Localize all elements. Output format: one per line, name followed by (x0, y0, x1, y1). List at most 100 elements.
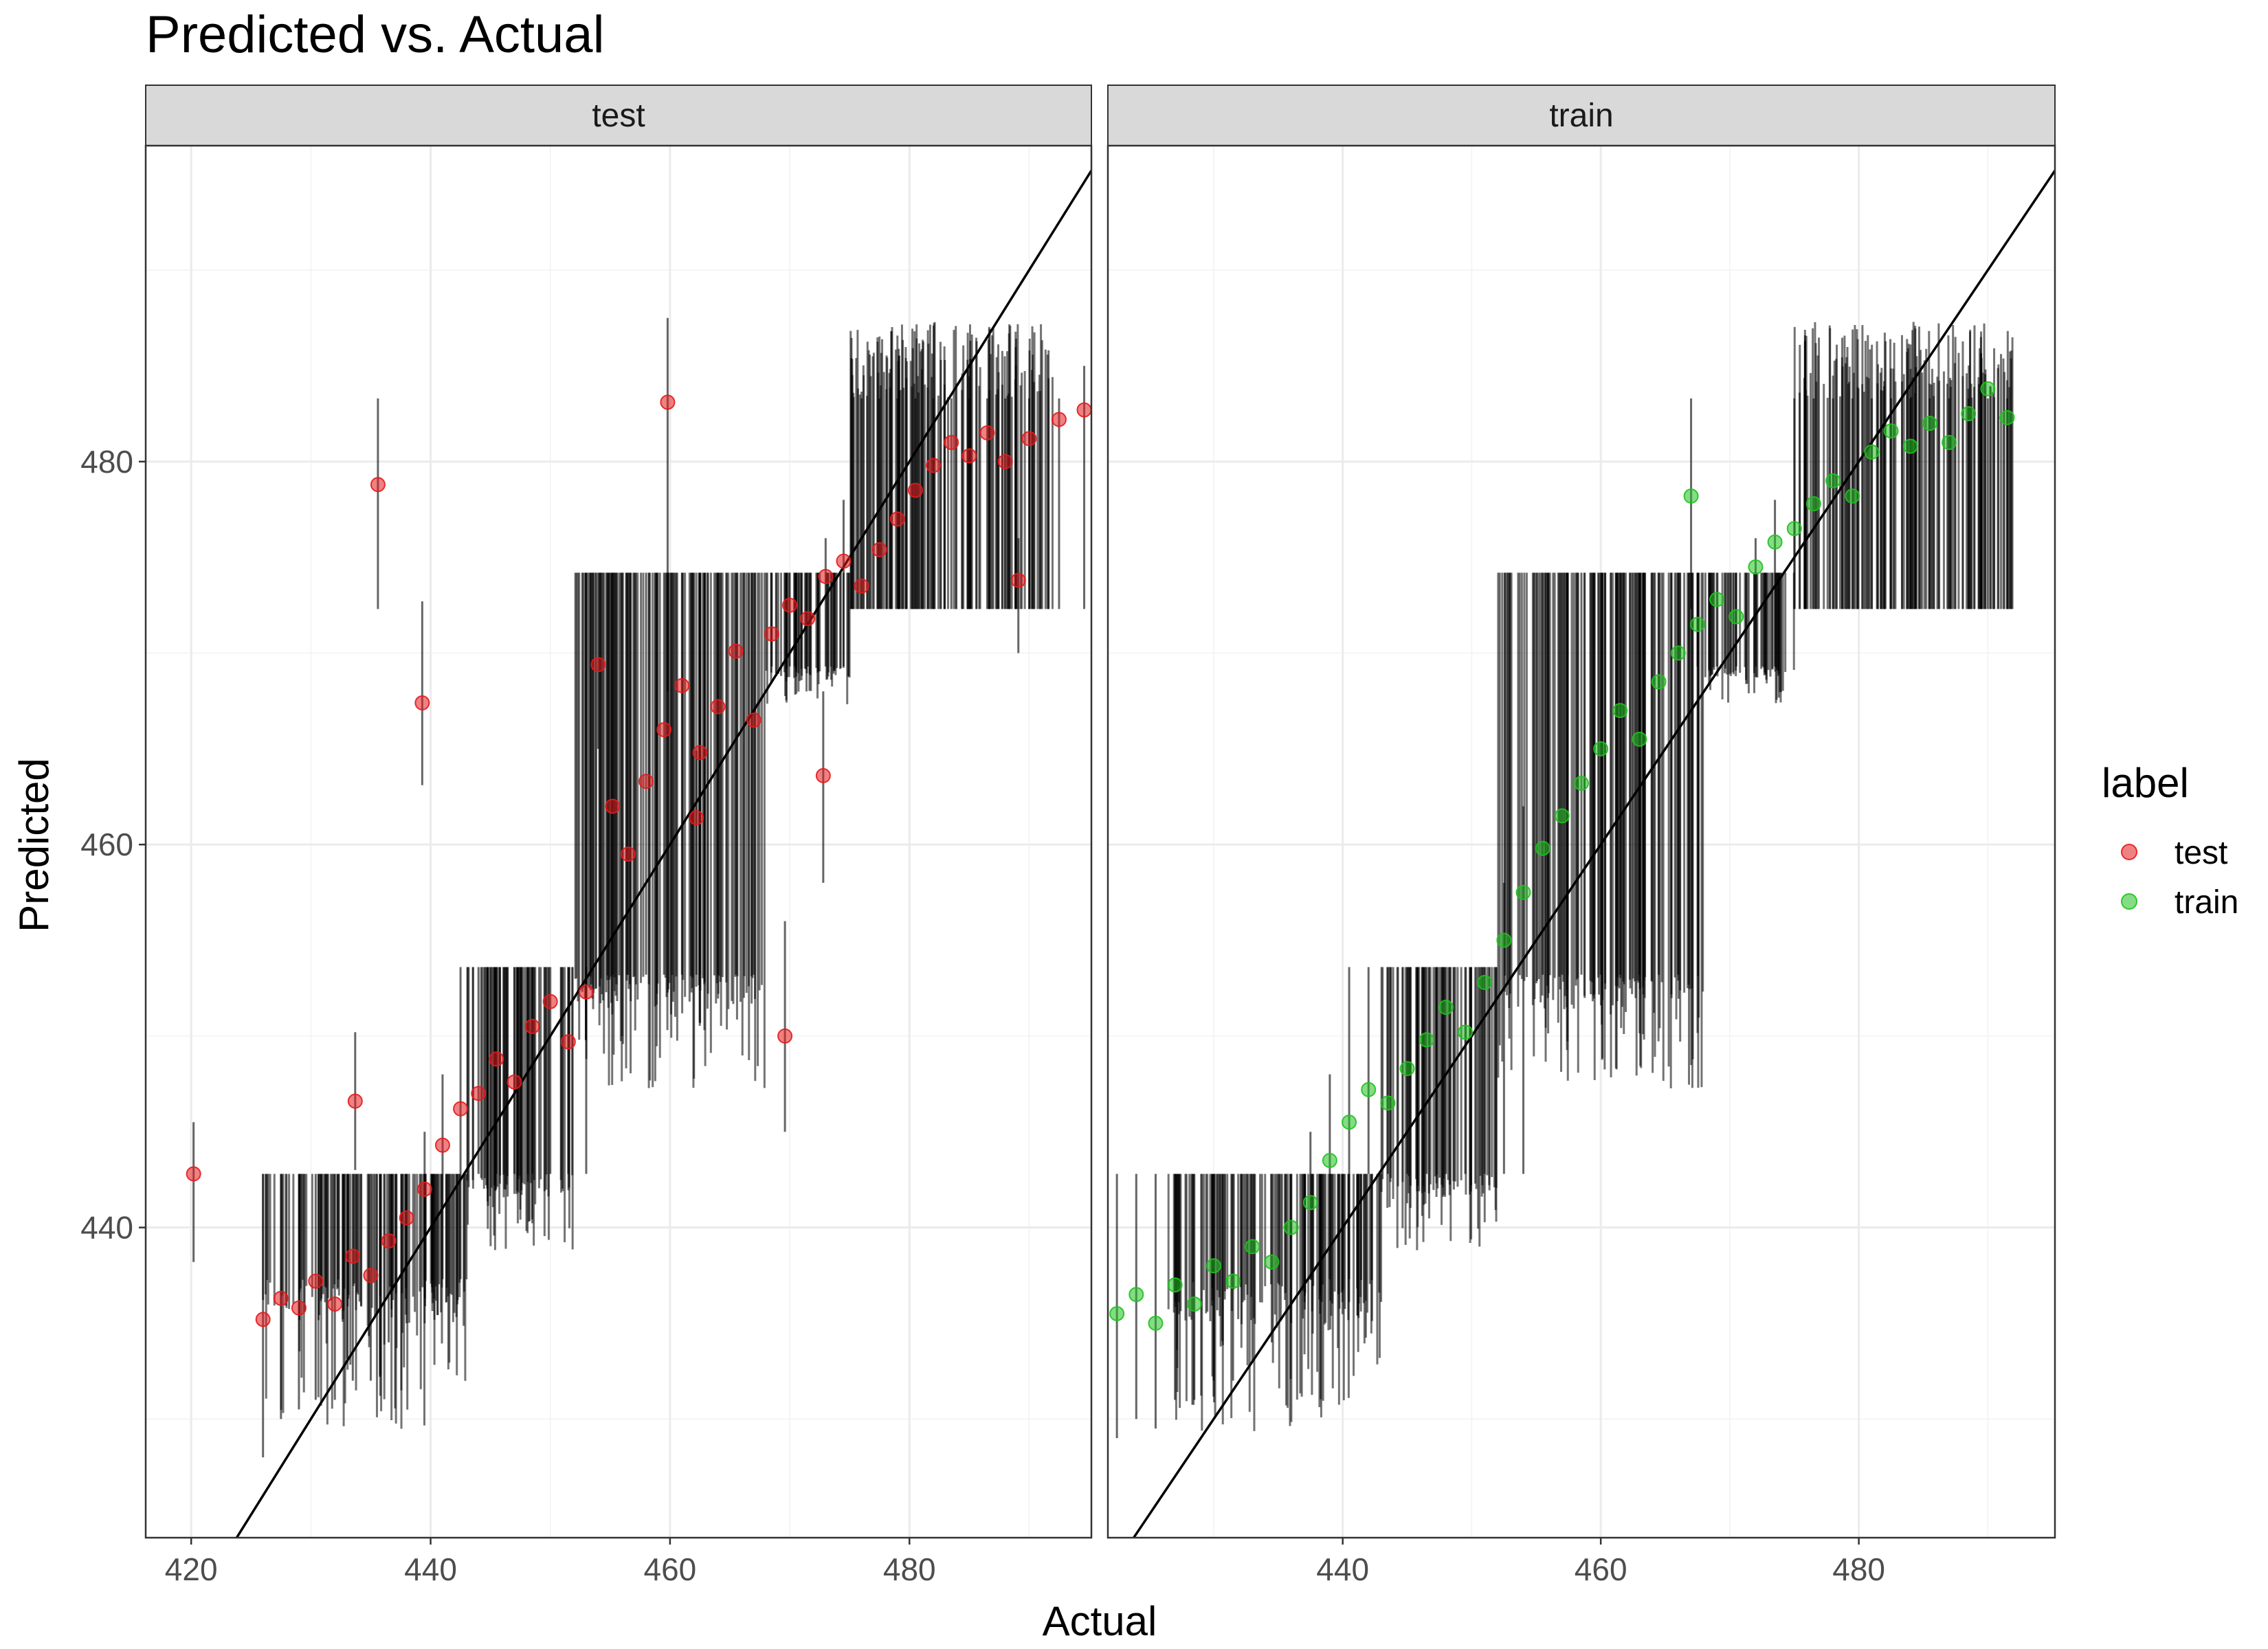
data-point (777, 1028, 793, 1044)
data-point (944, 434, 959, 450)
legend-label-train: train (2175, 884, 2238, 921)
y-tick-label: 440 (80, 1210, 133, 1246)
data-point (1021, 431, 1037, 447)
data-point (1283, 1220, 1299, 1235)
data-point (1632, 731, 1647, 747)
data-point (1205, 1258, 1221, 1274)
data-point (399, 1210, 414, 1226)
data-point (327, 1297, 343, 1312)
data-point (416, 1181, 432, 1197)
legend-key-test (2121, 844, 2137, 860)
facet-strip-label: train (1549, 98, 1613, 134)
data-point (1961, 406, 1977, 422)
x-axis-title: Actual (1043, 1598, 1157, 1644)
data-point (1264, 1254, 1280, 1270)
data-point (1399, 1061, 1415, 1077)
data-point (1535, 840, 1550, 856)
data-point (1689, 616, 1705, 632)
panel-content (186, 170, 1091, 1538)
data-point (656, 721, 672, 737)
data-point (524, 1018, 540, 1034)
data-point (1845, 488, 1860, 504)
data-point (1419, 1032, 1434, 1048)
data-point (1683, 488, 1699, 504)
data-point (471, 1086, 487, 1101)
data-point (1748, 559, 1764, 575)
data-point (1148, 1315, 1164, 1331)
data-point (1999, 410, 2015, 425)
data-point (1593, 741, 1609, 756)
data-point (1076, 402, 1091, 418)
data-point (542, 994, 558, 1009)
data-point (1651, 674, 1667, 690)
data-point (1186, 1297, 1202, 1312)
legend-key-train (2121, 893, 2137, 910)
data-point (638, 774, 654, 789)
data-point (1883, 423, 1899, 439)
data-point (273, 1290, 289, 1306)
data-point (1574, 776, 1589, 792)
data-point (1438, 1000, 1454, 1016)
data-point (889, 511, 905, 527)
data-point (255, 1312, 271, 1327)
data-point (590, 657, 606, 673)
data-point (710, 699, 726, 715)
data-point (1109, 1305, 1125, 1321)
data-point (381, 1233, 397, 1249)
data-point (746, 713, 761, 728)
data-point (1225, 1273, 1241, 1289)
panel-border (144, 144, 1093, 1539)
data-point (1825, 473, 1841, 489)
data-point (818, 569, 834, 585)
x-tick-label: 480 (1832, 1551, 1885, 1587)
data-point (997, 453, 1013, 469)
data-point (1010, 572, 1026, 588)
data-point (1805, 496, 1821, 512)
data-point (1709, 592, 1725, 607)
plot-title: Predicted vs. Actual (146, 5, 604, 64)
facet-panel-train: train 440 460 480 (1107, 85, 2056, 1587)
data-point (1767, 534, 1783, 550)
data-point (186, 1166, 201, 1182)
facet-strip-label: test (592, 98, 645, 134)
data-point (961, 448, 977, 464)
data-point (871, 542, 887, 558)
data-point (674, 677, 690, 693)
data-point (1051, 412, 1067, 427)
data-point (1670, 645, 1686, 661)
data-point (1786, 521, 1802, 537)
data-point (1458, 1024, 1474, 1040)
panel-content (1109, 170, 2055, 1538)
data-point (605, 798, 621, 814)
data-point (578, 984, 594, 1000)
data-point (1167, 1277, 1183, 1293)
data-point (1922, 416, 1937, 431)
legend: label test train (2102, 760, 2238, 921)
series-test (186, 317, 1091, 1457)
x-tick-label: 440 (404, 1551, 457, 1587)
facet-strip (145, 85, 1092, 146)
data-point (1245, 1239, 1260, 1255)
data-point (907, 482, 923, 498)
data-point (620, 846, 636, 862)
data-point (1942, 434, 1957, 450)
x-tick-label: 480 (883, 1551, 936, 1587)
data-point (1342, 1114, 1357, 1130)
data-point (1496, 932, 1512, 948)
data-point (1864, 444, 1880, 460)
data-point (308, 1273, 324, 1289)
data-point (1902, 438, 1918, 454)
x-tick-label: 420 (165, 1551, 218, 1587)
data-point (815, 767, 831, 783)
series-train (1109, 381, 2015, 1439)
x-tick-label: 460 (644, 1551, 697, 1587)
data-point (453, 1101, 469, 1117)
data-point (560, 1034, 576, 1050)
data-point (854, 578, 869, 594)
data-point (1129, 1287, 1144, 1303)
legend-label-test: test (2175, 835, 2227, 871)
x-tick-label: 440 (1316, 1551, 1369, 1587)
y-tick-label: 460 (80, 827, 133, 862)
data-point (764, 626, 779, 642)
